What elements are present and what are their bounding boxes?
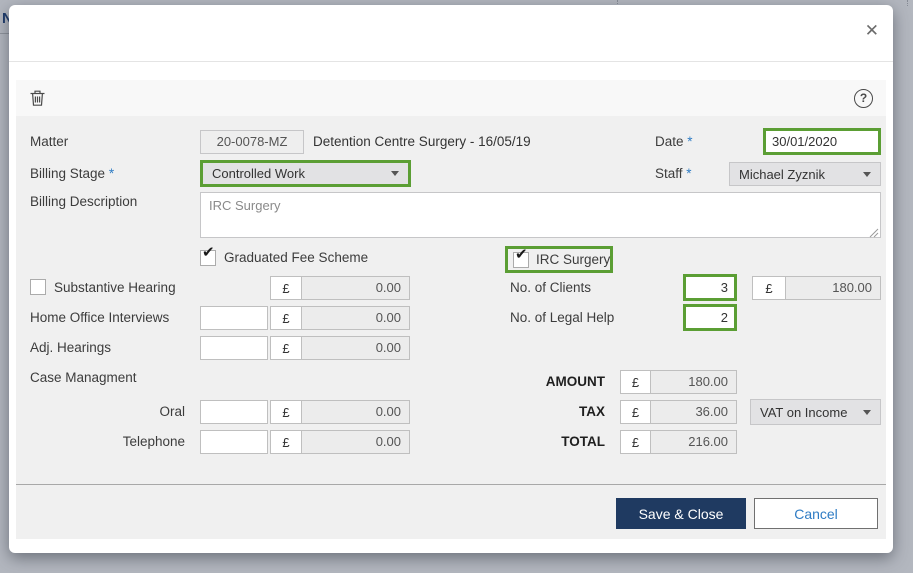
substantive-hearing-checkbox[interactable]: ✔ (30, 279, 46, 295)
oral-count-input[interactable] (200, 400, 268, 424)
trash-icon[interactable] (29, 89, 46, 107)
staff-label: Staff * (655, 166, 692, 181)
billing-stage-select[interactable]: Controlled Work (200, 160, 411, 187)
adj-hearings-count-input[interactable] (200, 336, 268, 360)
background-gridline (617, 0, 618, 6)
home-office-interviews-count-input[interactable] (200, 306, 268, 330)
clients-amount-field: £ 180.00 (752, 276, 881, 300)
billing-stage-label: Billing Stage * (30, 166, 115, 181)
resize-grip-icon[interactable] (869, 226, 879, 241)
background-gridline (907, 0, 908, 6)
clients-count-input[interactable] (683, 274, 737, 301)
help-icon[interactable]: ? (854, 88, 873, 108)
adj-hearings-amount-field: £ 0.00 (270, 336, 410, 360)
matter-label: Matter (30, 134, 69, 149)
dialog-footer: Save & Close Cancel (16, 484, 886, 539)
date-input[interactable] (763, 128, 881, 155)
irc-surgery-highlight: ✔ IRC Surgery (505, 246, 613, 273)
substantive-hearing-label: Substantive Hearing (54, 280, 176, 295)
adj-hearings-label: Adj. Hearings (30, 340, 112, 355)
currency-symbol: £ (270, 306, 302, 330)
check-icon: ✔ (202, 244, 215, 261)
currency-symbol: £ (620, 400, 651, 424)
legal-help-label: No. of Legal Help (510, 310, 615, 325)
currency-symbol: £ (620, 430, 651, 454)
billing-dialog: ✕ ? Matter 20-0078-MZ Detention Centre S… (9, 5, 893, 553)
currency-symbol: £ (270, 430, 302, 454)
oral-amount-field: £ 0.00 (270, 400, 410, 424)
dialog-panel: ? Matter 20-0078-MZ Detention Centre Sur… (16, 80, 886, 539)
tax-total-label: TAX (579, 404, 605, 419)
telephone-count-input[interactable] (200, 430, 268, 454)
currency-symbol: £ (270, 276, 302, 300)
home-office-interviews-label: Home Office Interviews (30, 310, 170, 325)
chevron-down-icon (863, 409, 871, 415)
graduated-fee-scheme-label: Graduated Fee Scheme (224, 250, 369, 265)
cancel-button[interactable]: Cancel (754, 498, 878, 529)
billing-description-label: Billing Description (30, 194, 138, 209)
currency-symbol: £ (270, 400, 302, 424)
telephone-amount-field: £ 0.00 (270, 430, 410, 454)
oral-label: Oral (159, 404, 185, 419)
currency-symbol: £ (620, 370, 651, 394)
irc-surgery-label: IRC Surgery (536, 251, 611, 267)
vat-select[interactable]: VAT on Income (750, 399, 881, 425)
currency-symbol: £ (270, 336, 302, 360)
amount-total-label: AMOUNT (545, 374, 605, 389)
check-icon: ✔ (515, 245, 528, 263)
dialog-header: ✕ (9, 5, 893, 62)
currency-symbol: £ (752, 276, 786, 300)
irc-surgery-checkbox[interactable]: ✔ (513, 247, 529, 268)
grand-total-label: TOTAL (561, 434, 605, 449)
grand-total-field: £ 216.00 (620, 430, 737, 454)
home-office-interviews-amount-field: £ 0.00 (270, 306, 410, 330)
chevron-down-icon (863, 171, 871, 177)
close-icon[interactable]: ✕ (864, 21, 879, 40)
background-divider (0, 33, 9, 34)
telephone-label: Telephone (122, 434, 185, 449)
tax-total-field: £ 36.00 (620, 400, 737, 424)
staff-select[interactable]: Michael Zyznik (729, 162, 881, 186)
amount-total-field: £ 180.00 (620, 370, 737, 394)
clients-label: No. of Clients (510, 280, 592, 295)
chevron-down-icon (391, 171, 399, 176)
matter-description: Detention Centre Surgery - 16/05/19 (313, 134, 531, 149)
save-close-button[interactable]: Save & Close (616, 498, 746, 529)
dialog-toolbar: ? (16, 80, 886, 116)
case-management-label: Case Managment (30, 370, 137, 385)
legal-help-count-input[interactable] (683, 304, 737, 331)
date-label: Date * (655, 134, 693, 149)
substantive-hearing-amount-field: £ 0.00 (270, 276, 410, 300)
billing-form: Matter 20-0078-MZ Detention Centre Surge… (16, 116, 886, 484)
billing-description-input[interactable]: IRC Surgery (200, 192, 881, 238)
background-text: N (2, 10, 13, 27)
graduated-fee-scheme-checkbox[interactable]: ✔ (200, 245, 216, 266)
matter-code-field: 20-0078-MZ (200, 130, 304, 154)
